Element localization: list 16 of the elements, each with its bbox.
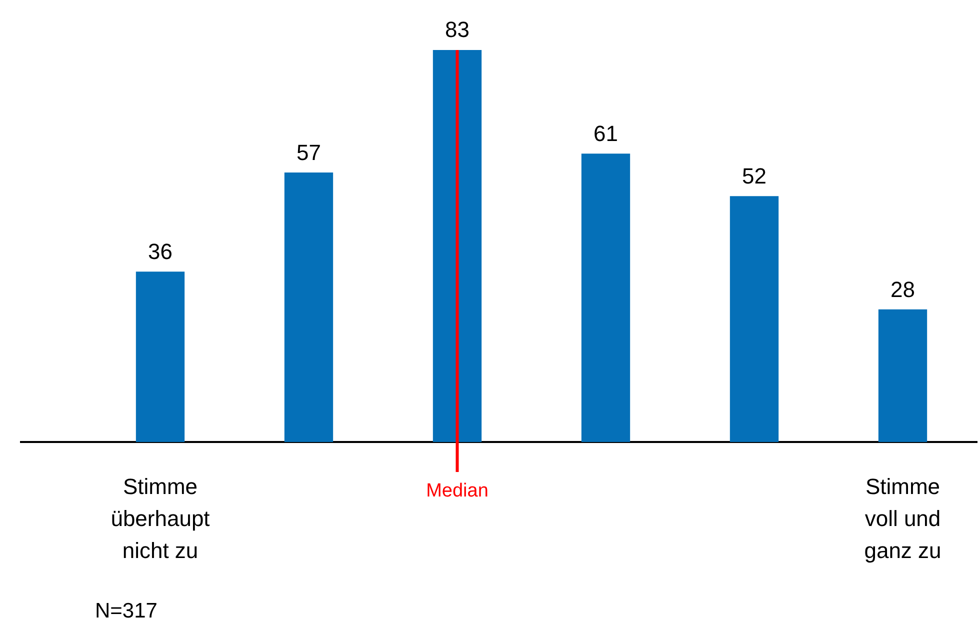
data-label: 28 [890, 276, 915, 302]
data-label: 57 [296, 140, 321, 165]
text: N=317 [95, 599, 158, 622]
bar [730, 196, 779, 442]
data-label: 83 [445, 17, 470, 42]
data-label: 52 [742, 163, 766, 188]
bar [878, 309, 928, 442]
text: Median [426, 480, 488, 502]
data-label: 36 [148, 239, 172, 264]
bar [136, 272, 185, 442]
bar [581, 154, 630, 442]
bar [284, 172, 334, 442]
bar [432, 50, 482, 442]
x-tick-label: Stimme überhaupt nicht zu [110, 474, 210, 563]
x-tick-label: Stimme voll und ganz zu [864, 474, 942, 563]
data-label: 61 [594, 120, 618, 146]
